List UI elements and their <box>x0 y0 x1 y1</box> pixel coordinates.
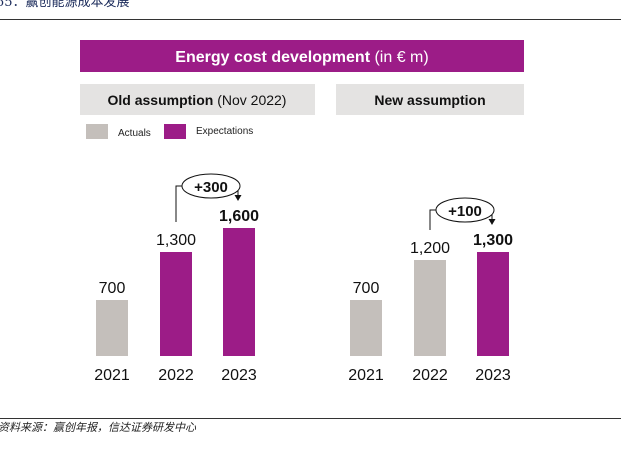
arrow-icon <box>488 219 496 225</box>
figure-caption: 55：赢创能源成本发展 <box>0 0 130 10</box>
old-assumption-label: Old assumption (Nov 2022) <box>108 92 287 108</box>
title-bar <box>80 40 524 72</box>
data-label: 1,200 <box>410 240 450 257</box>
x-tick-label: 2021 <box>94 367 130 384</box>
old-assumption-header <box>80 84 315 115</box>
top-rule <box>0 19 621 20</box>
data-label: 700 <box>99 280 126 297</box>
x-tick-label: 2022 <box>412 367 448 384</box>
bar-2021 <box>96 300 128 356</box>
bar-2022 <box>160 252 192 356</box>
source-note: 资料来源：赢创年报，信达证券研发中心 <box>0 421 196 434</box>
arrow-icon <box>234 195 242 201</box>
data-label: 1,600 <box>219 208 259 225</box>
annotation-delta: +100 <box>448 203 482 220</box>
bar-2023 <box>477 252 509 356</box>
data-label: 1,300 <box>473 232 513 249</box>
bar-2022 <box>414 260 446 356</box>
new-assumption-header <box>336 84 524 115</box>
data-label: 700 <box>353 280 380 297</box>
annotation-connector <box>175 185 182 222</box>
legend-label-expectations: Expectations <box>196 126 253 137</box>
bottom-rule <box>0 418 621 419</box>
x-tick-label: 2023 <box>475 367 511 384</box>
legend-swatch-actuals <box>86 124 108 139</box>
x-tick-label: 2021 <box>348 367 384 384</box>
chart-title: Energy cost development (in € m) <box>175 49 428 66</box>
bar-2021 <box>350 300 382 356</box>
data-label: 1,300 <box>156 232 196 249</box>
x-tick-label: 2022 <box>158 367 194 384</box>
new-assumption-label: New assumption <box>374 92 485 108</box>
annotation-connector <box>429 209 436 230</box>
annotation-delta: +300 <box>194 179 228 196</box>
legend-swatch-expectations <box>164 124 186 139</box>
legend-label-actuals: Actuals <box>118 128 151 139</box>
annotation-bubble <box>181 173 241 199</box>
bar-2023 <box>223 228 255 356</box>
annotation-bubble <box>435 197 495 223</box>
x-tick-label: 2023 <box>221 367 257 384</box>
